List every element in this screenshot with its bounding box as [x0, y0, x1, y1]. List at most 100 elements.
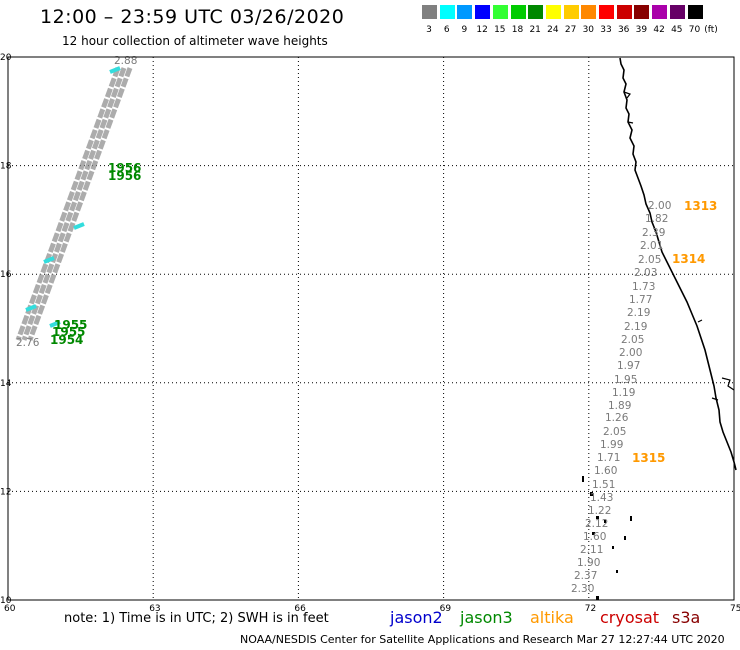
lon-tick-label: 72 [585, 604, 596, 614]
legend-swatch [563, 5, 579, 19]
pass-number: 1315 [632, 451, 665, 465]
swh-value: 2.00 [648, 200, 671, 212]
island [582, 476, 584, 482]
legend-label: 12 [476, 25, 488, 35]
lat-tick-label: 18 [0, 162, 12, 172]
swh-value: 1.97 [617, 360, 640, 372]
pass-number: 1954 [50, 333, 83, 347]
swh-value: 1.26 [605, 412, 629, 424]
cyan-value-mark [73, 222, 85, 230]
legend-swatch [652, 5, 668, 19]
island [604, 520, 606, 523]
swh-value: 1.77 [629, 294, 652, 306]
cyan-value-mark [109, 66, 121, 74]
cyan-value-mark [25, 304, 37, 312]
swh-value: 1.71 [597, 452, 620, 464]
swh-value: 2.76 [16, 337, 40, 349]
satellite-name: s3a [672, 608, 701, 627]
legend-label: 6 [443, 25, 450, 35]
legend-label: 42 [653, 25, 665, 35]
legend-label: 30 [582, 25, 595, 35]
lon-tick-label: 69 [440, 604, 452, 614]
coast-inlet [623, 91, 631, 99]
swh-value: 1.90 [577, 557, 600, 569]
legend-swatch [687, 5, 703, 19]
coast-inlet [711, 397, 719, 401]
swh-value: 1.60 [594, 465, 617, 477]
lakshadweep-islands [582, 476, 632, 600]
legend-label: 36 [617, 25, 630, 35]
lat-tick-label: 20 [0, 53, 12, 63]
satellite-track-east: 2.001.822.392.012.052.031.731.772.192.19… [571, 199, 717, 595]
legend-label: 33 [600, 25, 612, 35]
swh-value: 2.05 [603, 426, 626, 438]
overlapping-values-band [27, 67, 133, 341]
island [624, 536, 626, 540]
coast-inlet [721, 377, 735, 391]
cyan-value-mark [49, 320, 61, 328]
island [630, 516, 632, 521]
swh-value: 1.60 [583, 531, 606, 543]
lon-tick-label: 75 [730, 604, 740, 614]
swh-value: 2.88 [114, 55, 137, 67]
swh-value: 1.95 [614, 374, 637, 386]
legend-swatch [634, 5, 650, 19]
chart-subtitle: 12 hour collection of altimeter wave hei… [62, 34, 328, 48]
legend-label: 39 [635, 25, 648, 35]
axis-labels: 60 63 66 69 72 75 20 18 16 14 12 10 [0, 53, 740, 614]
pass-number: 1314 [672, 252, 705, 266]
swh-value: 1.99 [600, 439, 623, 451]
legend-swatch [457, 5, 473, 19]
swh-value: 2.05 [621, 334, 644, 346]
swh-value: 2.30 [571, 583, 594, 595]
swh-value: 2.05 [638, 254, 661, 266]
island [612, 546, 614, 549]
swh-value: 1.19 [612, 387, 635, 399]
satellite-name: cryosat [600, 608, 660, 627]
island [590, 492, 593, 496]
satellite-name: jason3 [460, 608, 513, 627]
swh-value: 2.19 [624, 321, 647, 333]
lat-lon-grid [8, 57, 734, 600]
legend-swatch [616, 5, 632, 19]
swh-value: 1.73 [632, 281, 655, 293]
pass-number: 1956 [108, 169, 141, 183]
coast-detail [623, 91, 735, 401]
swh-value: 2.12 [585, 518, 608, 530]
legend-unit: (ft) [704, 25, 718, 35]
satellite-name: altika [530, 608, 574, 627]
legend-label: 70 [688, 25, 701, 35]
legend-label: 18 [511, 25, 524, 35]
lat-tick-label: 12 [0, 487, 11, 497]
legend-label: 15 [494, 25, 506, 35]
island [596, 596, 599, 600]
swh-value: 2.03 [634, 267, 657, 279]
cyan-value-mark [43, 256, 55, 264]
pass-number: 1955 [54, 318, 87, 332]
coast-inlet [697, 319, 703, 323]
pass-number: 1313 [684, 199, 717, 213]
legend-swatch [599, 5, 614, 19]
legend-swatch [545, 5, 561, 19]
lat-tick-label: 10 [0, 596, 12, 606]
legend-label: 9 [461, 25, 468, 35]
island [616, 570, 618, 573]
coastline-india [619, 57, 737, 471]
pass-number: 1955 [52, 325, 85, 339]
lat-tick-label: 14 [0, 379, 12, 389]
lon-tick-label: 60 [4, 604, 16, 614]
swh-value: 2.11 [580, 544, 603, 556]
legend-swatch [510, 5, 526, 19]
legend-swatch [581, 5, 597, 19]
satellite-name: jason2 [390, 608, 443, 627]
swh-value: 1.89 [608, 400, 631, 412]
legend-label: 24 [547, 25, 559, 35]
pass-number: 1956 [108, 161, 141, 175]
overlapping-values-band [15, 67, 121, 341]
swh-value: 2.39 [642, 227, 665, 239]
credit-line: NOAA/NESDIS Center for Satellite Applica… [240, 633, 725, 646]
lon-tick-label: 63 [149, 604, 160, 614]
swh-value: 1.43 [590, 492, 613, 504]
